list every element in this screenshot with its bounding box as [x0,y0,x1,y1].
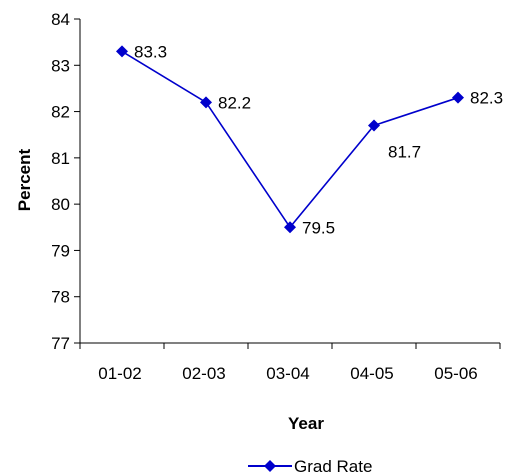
y-tick-label: 83 [51,56,70,75]
x-tick-label: 02-03 [182,364,225,383]
x-tick-label: 05-06 [434,364,477,383]
data-point [452,91,464,104]
y-axis-title: Percent [15,148,34,211]
x-axis: 01-02 02-03 03-04 04-05 05-06 [79,342,501,383]
series-grad-rate [116,45,464,234]
x-tick-label: 01-02 [98,364,141,383]
y-tick-label: 81 [51,149,70,168]
x-axis-title: Year [288,414,324,433]
series-line [121,50,459,229]
y-tick-label: 78 [51,288,70,307]
data-label: 82.3 [470,89,503,108]
data-label: 82.2 [218,93,251,112]
data-point [200,96,212,109]
y-axis: 77 78 79 80 81 82 83 84 [51,10,81,353]
legend-marker [264,460,276,472]
data-label: 81.7 [388,142,421,161]
legend-label-grad-rate: Grad Rate [294,457,372,475]
y-tick-label: 79 [51,241,70,260]
y-tick-label: 84 [51,10,70,29]
x-tick-label: 04-05 [350,364,393,383]
y-tick-label: 82 [51,103,70,122]
data-point [284,221,296,234]
x-tick-label: 03-04 [266,364,309,383]
y-tick-label: 80 [51,195,70,214]
data-point [116,45,128,58]
y-tick-label: 77 [51,334,70,353]
legend: Grad Rate [248,457,372,475]
data-point [368,119,380,132]
data-label: 83.3 [134,42,167,61]
data-label: 79.5 [302,218,335,237]
data-labels: 83.3 82.2 79.5 81.7 82.3 [134,42,503,237]
